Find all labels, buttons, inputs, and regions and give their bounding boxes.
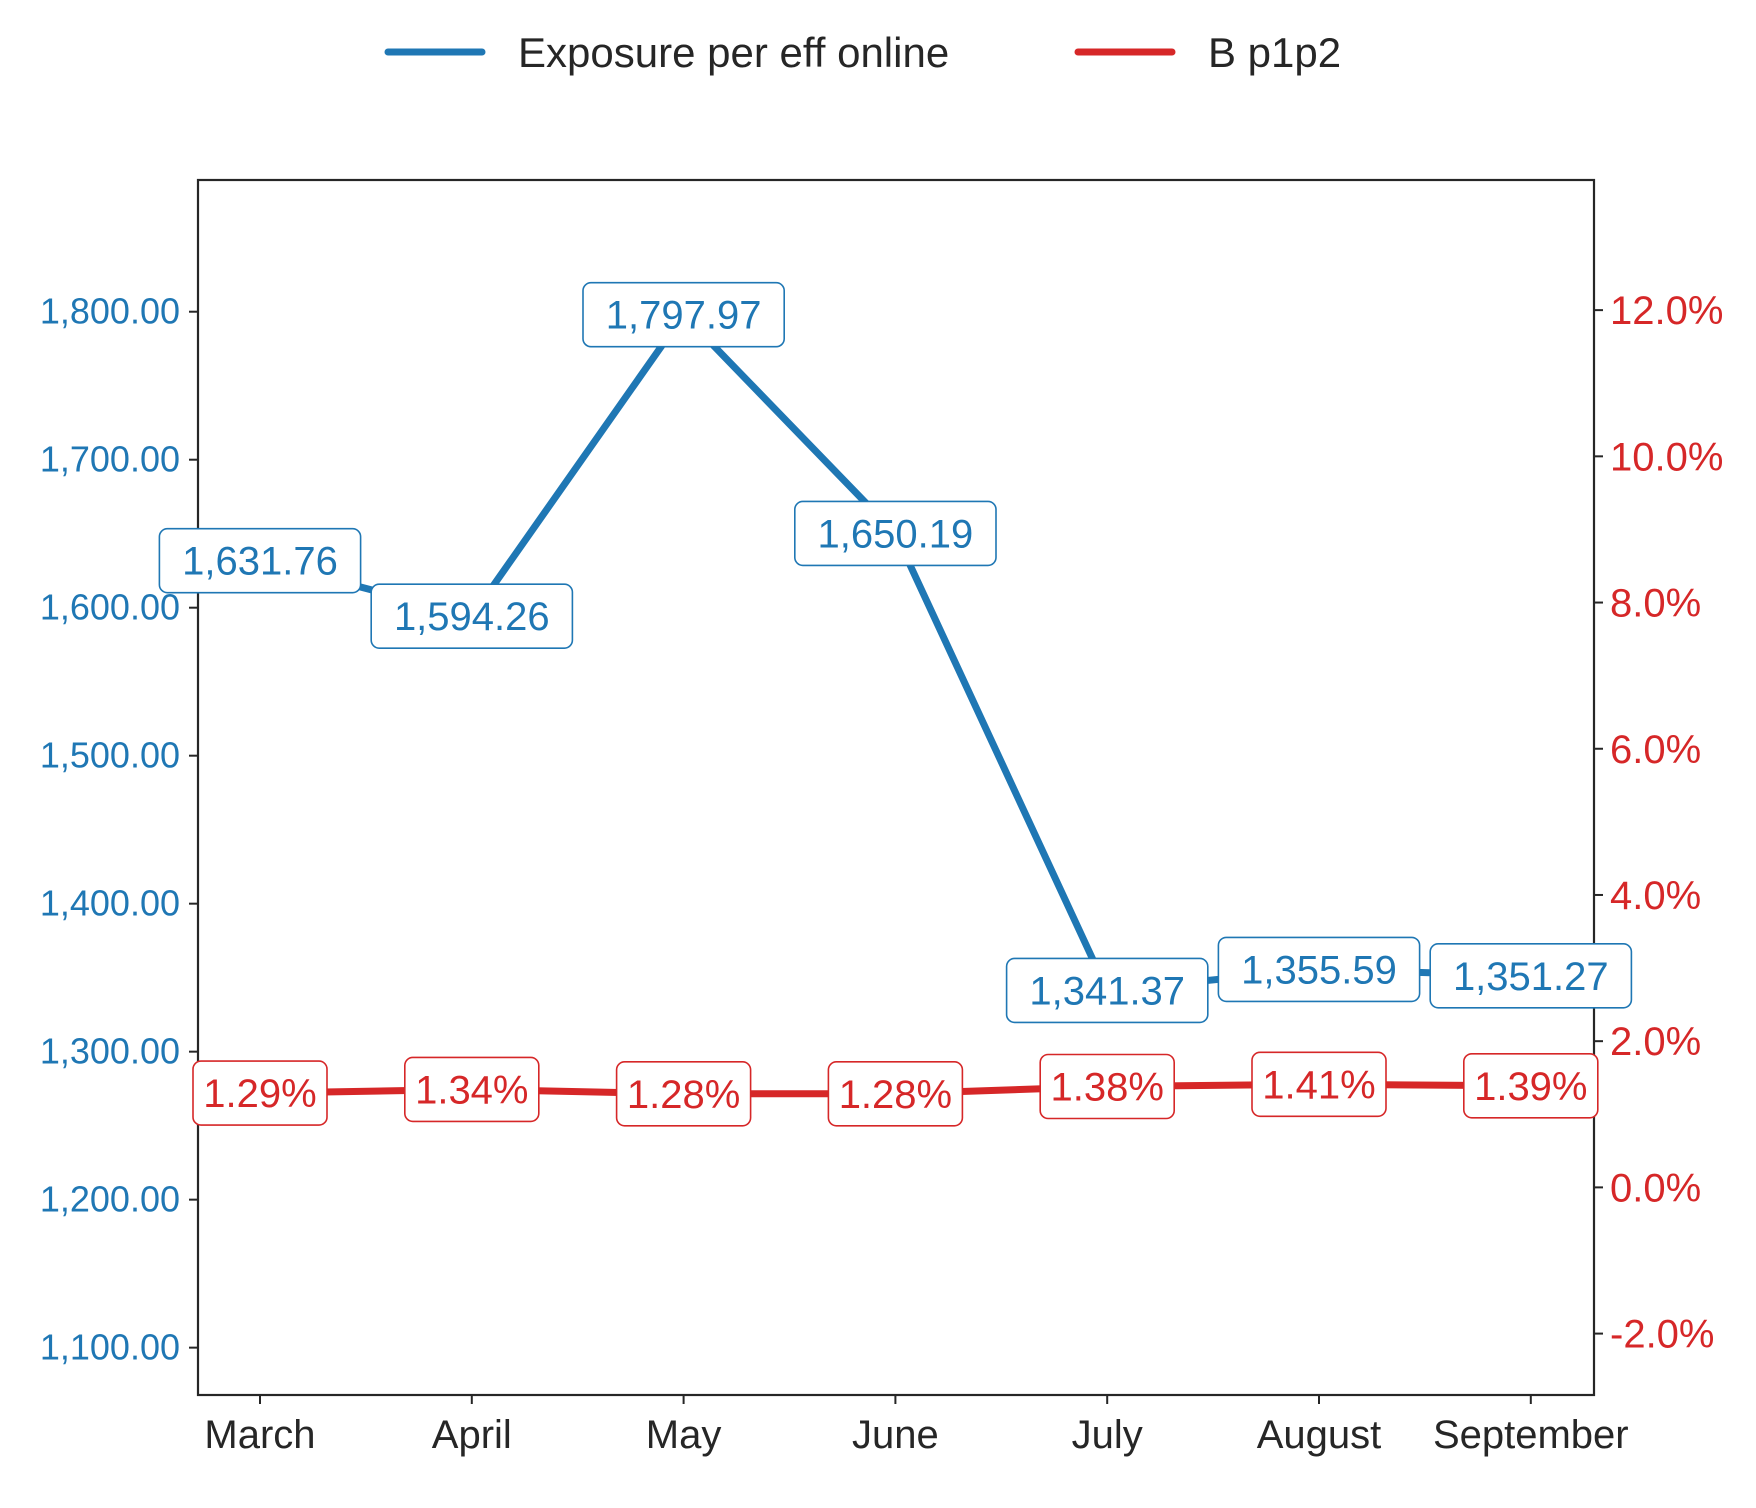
data-label-box	[1429, 942, 1633, 1009]
data-label-1: 1,650.19	[793, 500, 997, 567]
data-label-text: 1,650.19	[818, 512, 974, 556]
data-label-box	[1039, 1053, 1175, 1120]
data-label-2: 1.38%	[1039, 1053, 1175, 1120]
x-tick-label: August	[1257, 1413, 1382, 1457]
data-label-box	[1463, 1052, 1599, 1119]
left-y-tick-label: 1,600.00	[40, 587, 180, 628]
left-y-tick-label: 1,400.00	[40, 883, 180, 924]
right-y-tick-label: 4.0%	[1610, 874, 1701, 918]
data-label-1: 1,631.76	[158, 527, 362, 594]
series-line-1	[256, 311, 1535, 994]
data-label-2: 1.39%	[1463, 1052, 1599, 1119]
data-label-text: 1,594.26	[394, 595, 550, 639]
legend: Exposure per eff online B p1p2	[384, 29, 1341, 76]
data-label-box	[827, 1061, 964, 1127]
data-label-box	[158, 527, 362, 594]
data-label-1: 1,594.26	[370, 583, 574, 649]
left-y-tick-label: 1,500.00	[40, 735, 180, 776]
data-label-text: 1,355.59	[1241, 948, 1397, 992]
data-label-box	[1251, 1051, 1387, 1118]
left-y-tick-label: 1,300.00	[40, 1031, 180, 1072]
x-tick-label: April	[432, 1413, 512, 1457]
data-label-text: 1.39%	[1474, 1065, 1587, 1109]
data-label-2: 1.34%	[403, 1056, 540, 1123]
x-tick-label: September	[1433, 1413, 1629, 1457]
legend-label-1: Exposure per eff online	[518, 29, 949, 76]
data-label-1: 1,797.97	[582, 281, 785, 348]
x-tick-label: March	[204, 1413, 315, 1457]
x-tick-label: July	[1072, 1413, 1143, 1457]
data-label-2: 1.28%	[827, 1061, 964, 1127]
right-y-tick-label: 12.0%	[1610, 289, 1723, 333]
data-label-1: 1,341.37	[1005, 957, 1209, 1024]
data-label-box	[370, 583, 574, 649]
left-y-tick-label: 1,700.00	[40, 439, 180, 480]
right-y-tick-label: 6.0%	[1610, 728, 1701, 772]
data-label-text: 1.28%	[627, 1073, 740, 1117]
data-label-text: 1,341.37	[1029, 969, 1185, 1013]
data-label-text: 1.34%	[415, 1068, 528, 1112]
data-label-text: 1.41%	[1262, 1063, 1375, 1107]
data-label-text: 1.28%	[839, 1073, 952, 1117]
data-label-box	[582, 281, 785, 348]
data-label-box	[615, 1061, 752, 1127]
data-label-box	[192, 1060, 328, 1126]
right-y-tick-label: 2.0%	[1610, 1020, 1701, 1064]
data-label-box	[1217, 936, 1421, 1003]
data-label-text: 1,631.76	[182, 540, 338, 584]
data-label-text: 1,351.27	[1453, 955, 1609, 999]
data-label-2: 1.29%	[192, 1060, 328, 1126]
data-label-text: 1,797.97	[606, 294, 762, 338]
data-label-1: 1,355.59	[1217, 936, 1421, 1003]
left-y-tick-label: 1,100.00	[40, 1327, 180, 1368]
right-y-tick-label: 10.0%	[1610, 435, 1723, 479]
left-y-tick-label: 1,200.00	[40, 1179, 180, 1220]
data-label-text: 1.29%	[203, 1072, 316, 1116]
data-label-2: 1.41%	[1251, 1051, 1387, 1118]
plot-frame	[196, 178, 1596, 1397]
data-label-box	[793, 500, 997, 567]
legend-label-2: B p1p2	[1208, 29, 1341, 76]
data-label-text: 1.38%	[1050, 1065, 1163, 1109]
data-label-box	[1005, 957, 1209, 1024]
data-label-box	[403, 1056, 540, 1123]
right-y-tick-label: 0.0%	[1610, 1166, 1701, 1210]
right-y-tick-label: -2.0%	[1610, 1313, 1715, 1357]
x-tick-label: June	[852, 1413, 939, 1457]
data-label-1: 1,351.27	[1429, 942, 1633, 1009]
left-y-tick-label: 1,800.00	[40, 291, 180, 332]
x-tick-label: May	[646, 1413, 722, 1457]
data-label-2: 1.28%	[615, 1061, 752, 1127]
right-y-tick-label: 8.0%	[1610, 582, 1701, 626]
